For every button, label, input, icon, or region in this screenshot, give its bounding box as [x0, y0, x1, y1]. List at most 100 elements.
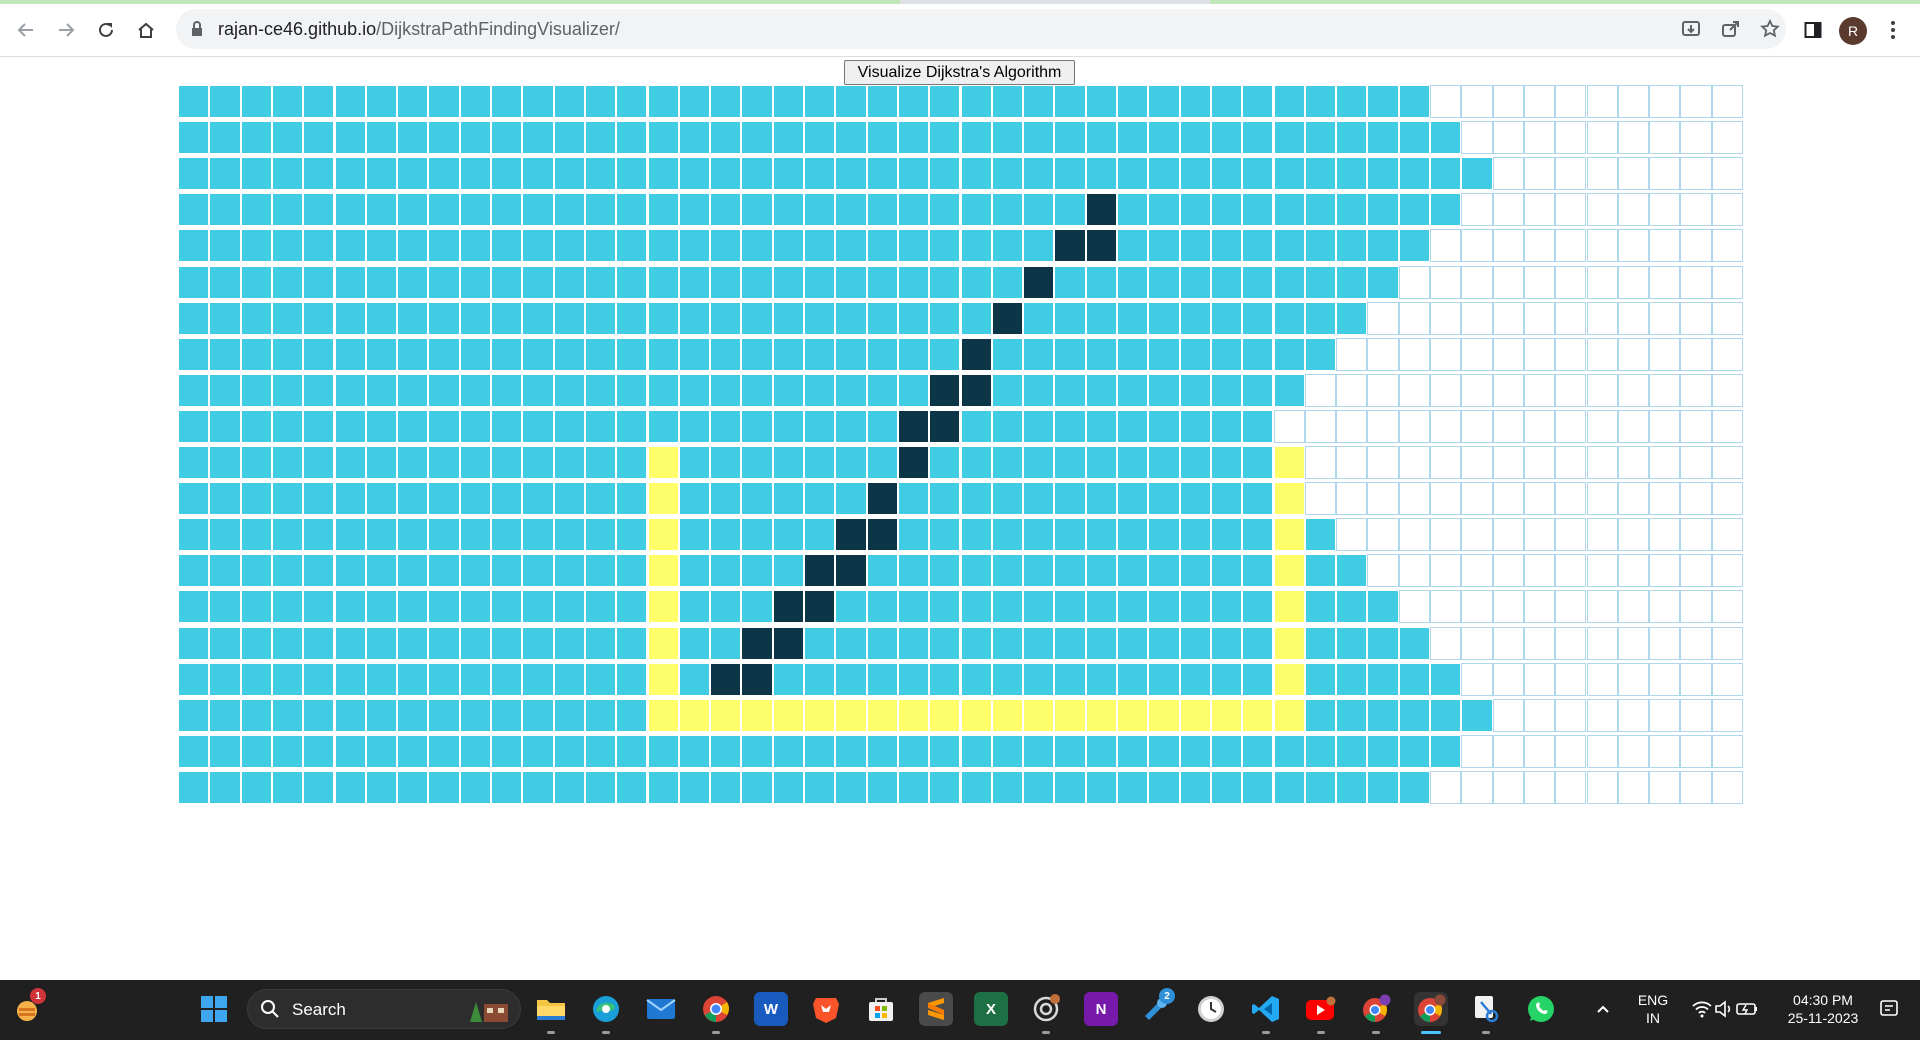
grid-cell-visited[interactable] — [898, 121, 929, 154]
grid-cell-visited[interactable] — [961, 121, 992, 154]
grid-cell-visited[interactable] — [397, 338, 428, 371]
grid-cell-visited[interactable] — [1086, 338, 1117, 371]
grid-cell-visited[interactable] — [741, 482, 772, 515]
grid-cell-visited[interactable] — [366, 266, 397, 299]
grid-cell-visited[interactable] — [554, 590, 585, 623]
grid-cell-unvisited[interactable] — [1555, 482, 1586, 515]
grid-cell-visited[interactable] — [1054, 735, 1085, 768]
grid-cell-wall[interactable] — [648, 627, 679, 660]
grid-cell-visited[interactable] — [1054, 266, 1085, 299]
grid-cell-visited[interactable] — [1305, 735, 1336, 768]
start-icon[interactable] — [197, 992, 231, 1026]
grid-cell-visited[interactable] — [1148, 338, 1179, 371]
grid-cell-unvisited[interactable] — [1649, 446, 1680, 479]
grid-cell-visited[interactable] — [961, 193, 992, 226]
grid-cell-unvisited[interactable] — [1555, 590, 1586, 623]
grid-cell-visited[interactable] — [773, 374, 804, 407]
grid-cell-visited[interactable] — [1148, 627, 1179, 660]
grid-cell-visited[interactable] — [1180, 735, 1211, 768]
grid-cell-visited[interactable] — [1430, 663, 1461, 696]
grid-cell-visited[interactable] — [898, 302, 929, 335]
grid-cell-visited[interactable] — [335, 410, 366, 443]
grid-cell-visited[interactable] — [1180, 229, 1211, 262]
grid-cell-visited[interactable] — [1086, 302, 1117, 335]
grid-cell-visited[interactable] — [1242, 771, 1273, 804]
grid-cell-visited[interactable] — [1336, 627, 1367, 660]
grid-cell-unvisited[interactable] — [1524, 590, 1555, 623]
grid-cell-visited[interactable] — [992, 590, 1023, 623]
grid-cell-visited[interactable] — [929, 627, 960, 660]
grid-cell-visited[interactable] — [397, 302, 428, 335]
grid-cell-visited[interactable] — [804, 374, 835, 407]
grid-cell-visited[interactable] — [585, 735, 616, 768]
grid-cell-visited[interactable] — [1242, 482, 1273, 515]
grid-cell-visited[interactable] — [522, 338, 553, 371]
grid-cell-unvisited[interactable] — [1461, 735, 1492, 768]
grid-cell-visited[interactable] — [554, 374, 585, 407]
grid-cell-unvisited[interactable] — [1587, 735, 1618, 768]
grid-cell-visited[interactable] — [1399, 699, 1430, 732]
grid-cell-unvisited[interactable] — [1649, 302, 1680, 335]
grid-cell-visited[interactable] — [397, 735, 428, 768]
grid-cell-unvisited[interactable] — [1587, 338, 1618, 371]
grid-cell-unvisited[interactable] — [1524, 302, 1555, 335]
grid-cell-visited[interactable] — [1148, 446, 1179, 479]
grid-cell-unvisited[interactable] — [1430, 771, 1461, 804]
grid-cell-path[interactable] — [867, 482, 898, 515]
grid-cell-wall[interactable] — [1242, 699, 1273, 732]
grid-cell-visited[interactable] — [1023, 374, 1054, 407]
grid-cell-unvisited[interactable] — [1712, 771, 1743, 804]
grid-cell-visited[interactable] — [178, 699, 209, 732]
grid-cell-visited[interactable] — [648, 85, 679, 118]
grid-cell-visited[interactable] — [1461, 157, 1492, 190]
show-hidden-icons-button[interactable] — [1586, 992, 1620, 1026]
grid-cell-visited[interactable] — [585, 699, 616, 732]
grid-cell-visited[interactable] — [1242, 338, 1273, 371]
grid-cell-visited[interactable] — [1336, 121, 1367, 154]
grid-cell-visited[interactable] — [1180, 374, 1211, 407]
grid-cell-visited[interactable] — [428, 410, 459, 443]
grid-cell-visited[interactable] — [397, 590, 428, 623]
grid-cell-path[interactable] — [773, 627, 804, 660]
grid-cell-visited[interactable] — [835, 446, 866, 479]
grid-cell-visited[interactable] — [335, 193, 366, 226]
grid-cell-path[interactable] — [961, 374, 992, 407]
grid-cell-unvisited[interactable] — [1430, 85, 1461, 118]
grid-cell-unvisited[interactable] — [1680, 518, 1711, 551]
grid-cell-visited[interactable] — [1148, 121, 1179, 154]
grid-cell-visited[interactable] — [1023, 229, 1054, 262]
grid-cell-visited[interactable] — [1023, 554, 1054, 587]
grid-cell-visited[interactable] — [773, 735, 804, 768]
grid-cell-visited[interactable] — [1242, 735, 1273, 768]
grid-cell-visited[interactable] — [335, 302, 366, 335]
grid-cell-visited[interactable] — [616, 482, 647, 515]
grid-cell-visited[interactable] — [1148, 590, 1179, 623]
grid-cell-unvisited[interactable] — [1399, 266, 1430, 299]
grid-cell-visited[interactable] — [303, 446, 334, 479]
grid-cell-visited[interactable] — [554, 85, 585, 118]
grid-cell-visited[interactable] — [1023, 735, 1054, 768]
grid-cell-unvisited[interactable] — [1524, 735, 1555, 768]
grid-cell-visited[interactable] — [1211, 374, 1242, 407]
grid-cell-visited[interactable] — [867, 446, 898, 479]
grid-cell-visited[interactable] — [209, 699, 240, 732]
grid-cell-visited[interactable] — [178, 266, 209, 299]
grid-cell-visited[interactable] — [209, 446, 240, 479]
grid-cell-visited[interactable] — [961, 554, 992, 587]
grid-cell-visited[interactable] — [648, 157, 679, 190]
grid-cell-visited[interactable] — [1180, 266, 1211, 299]
grid-cell-visited[interactable] — [616, 121, 647, 154]
grid-cell-visited[interactable] — [1117, 374, 1148, 407]
grid-cell-unvisited[interactable] — [1587, 699, 1618, 732]
grid-cell-visited[interactable] — [1086, 518, 1117, 551]
grid-cell-unvisited[interactable] — [1524, 663, 1555, 696]
grid-cell-visited[interactable] — [1274, 157, 1305, 190]
grid-cell-visited[interactable] — [522, 446, 553, 479]
grid-cell-unvisited[interactable] — [1649, 518, 1680, 551]
grid-cell-visited[interactable] — [1180, 85, 1211, 118]
grid-cell-visited[interactable] — [335, 446, 366, 479]
grid-cell-visited[interactable] — [178, 446, 209, 479]
grid-cell-visited[interactable] — [1117, 518, 1148, 551]
grid-cell-visited[interactable] — [929, 302, 960, 335]
grid-cell-unvisited[interactable] — [1680, 699, 1711, 732]
